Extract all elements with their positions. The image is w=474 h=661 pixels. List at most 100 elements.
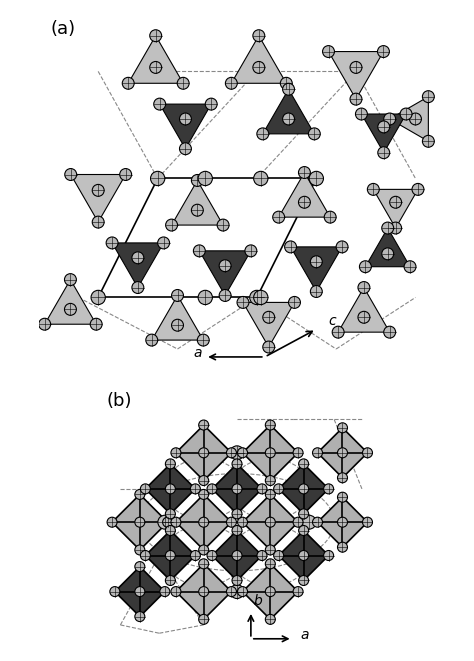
Circle shape [237, 447, 247, 458]
Polygon shape [176, 564, 231, 619]
Circle shape [177, 77, 189, 89]
Circle shape [363, 517, 373, 527]
Text: a: a [301, 628, 310, 642]
Circle shape [171, 517, 181, 527]
Polygon shape [374, 189, 418, 228]
Circle shape [382, 248, 394, 260]
Polygon shape [243, 425, 298, 481]
Circle shape [309, 171, 323, 186]
Polygon shape [112, 494, 168, 550]
Polygon shape [243, 494, 298, 550]
Circle shape [199, 420, 209, 430]
Circle shape [263, 341, 274, 353]
Circle shape [135, 489, 145, 500]
Circle shape [165, 484, 175, 494]
Circle shape [312, 517, 322, 527]
Circle shape [199, 489, 209, 500]
Circle shape [284, 241, 297, 253]
Circle shape [377, 46, 390, 58]
Circle shape [191, 484, 201, 494]
Text: (b): (b) [107, 392, 132, 410]
Circle shape [265, 559, 275, 569]
Circle shape [337, 492, 347, 502]
Polygon shape [243, 564, 298, 619]
Circle shape [163, 517, 173, 527]
Circle shape [378, 121, 390, 133]
Circle shape [336, 241, 348, 253]
Circle shape [64, 303, 76, 315]
Circle shape [265, 545, 275, 555]
Circle shape [122, 77, 134, 89]
Polygon shape [365, 228, 410, 266]
Circle shape [410, 113, 421, 125]
Circle shape [265, 614, 275, 625]
Circle shape [390, 222, 401, 234]
Circle shape [299, 551, 309, 561]
Circle shape [160, 586, 170, 597]
Circle shape [280, 77, 292, 89]
Circle shape [273, 484, 283, 494]
Circle shape [265, 586, 275, 597]
Polygon shape [212, 531, 262, 580]
Circle shape [140, 484, 150, 494]
Text: a: a [193, 346, 202, 360]
Circle shape [193, 245, 205, 256]
Circle shape [165, 219, 178, 231]
Circle shape [225, 77, 237, 89]
Polygon shape [176, 425, 231, 481]
Circle shape [199, 517, 209, 527]
Circle shape [171, 586, 181, 597]
Circle shape [384, 113, 396, 125]
Circle shape [337, 447, 347, 458]
Text: b: b [254, 594, 263, 609]
Circle shape [293, 447, 303, 458]
Circle shape [180, 143, 191, 155]
Polygon shape [146, 531, 195, 580]
Polygon shape [152, 295, 203, 340]
Circle shape [237, 517, 247, 527]
Circle shape [232, 484, 242, 494]
Circle shape [120, 169, 132, 180]
Circle shape [165, 509, 175, 519]
Circle shape [165, 459, 175, 469]
Circle shape [310, 256, 322, 268]
Circle shape [390, 196, 401, 208]
Circle shape [219, 290, 231, 301]
Circle shape [110, 586, 120, 597]
Circle shape [358, 311, 370, 323]
Circle shape [404, 260, 416, 272]
Polygon shape [128, 36, 183, 83]
Circle shape [165, 525, 175, 535]
Circle shape [107, 517, 117, 527]
Circle shape [273, 551, 283, 561]
Circle shape [257, 551, 267, 561]
Circle shape [91, 290, 105, 305]
Polygon shape [212, 464, 262, 514]
Circle shape [322, 46, 335, 58]
Circle shape [172, 290, 183, 301]
Circle shape [171, 447, 181, 458]
Circle shape [253, 61, 265, 73]
Circle shape [92, 184, 104, 196]
Circle shape [257, 128, 269, 139]
Polygon shape [263, 89, 314, 134]
Circle shape [150, 61, 162, 73]
Circle shape [265, 447, 275, 458]
Polygon shape [318, 428, 367, 478]
Circle shape [92, 216, 104, 228]
Circle shape [356, 108, 367, 120]
Circle shape [198, 290, 212, 305]
Circle shape [217, 219, 229, 231]
Circle shape [254, 290, 268, 305]
Circle shape [232, 509, 242, 519]
Circle shape [265, 517, 275, 527]
Circle shape [197, 334, 209, 346]
Circle shape [289, 296, 301, 308]
Circle shape [253, 30, 265, 42]
Circle shape [299, 576, 309, 586]
Circle shape [199, 586, 209, 597]
Circle shape [135, 586, 145, 597]
Polygon shape [176, 494, 231, 550]
Circle shape [245, 245, 257, 257]
Circle shape [310, 286, 322, 297]
